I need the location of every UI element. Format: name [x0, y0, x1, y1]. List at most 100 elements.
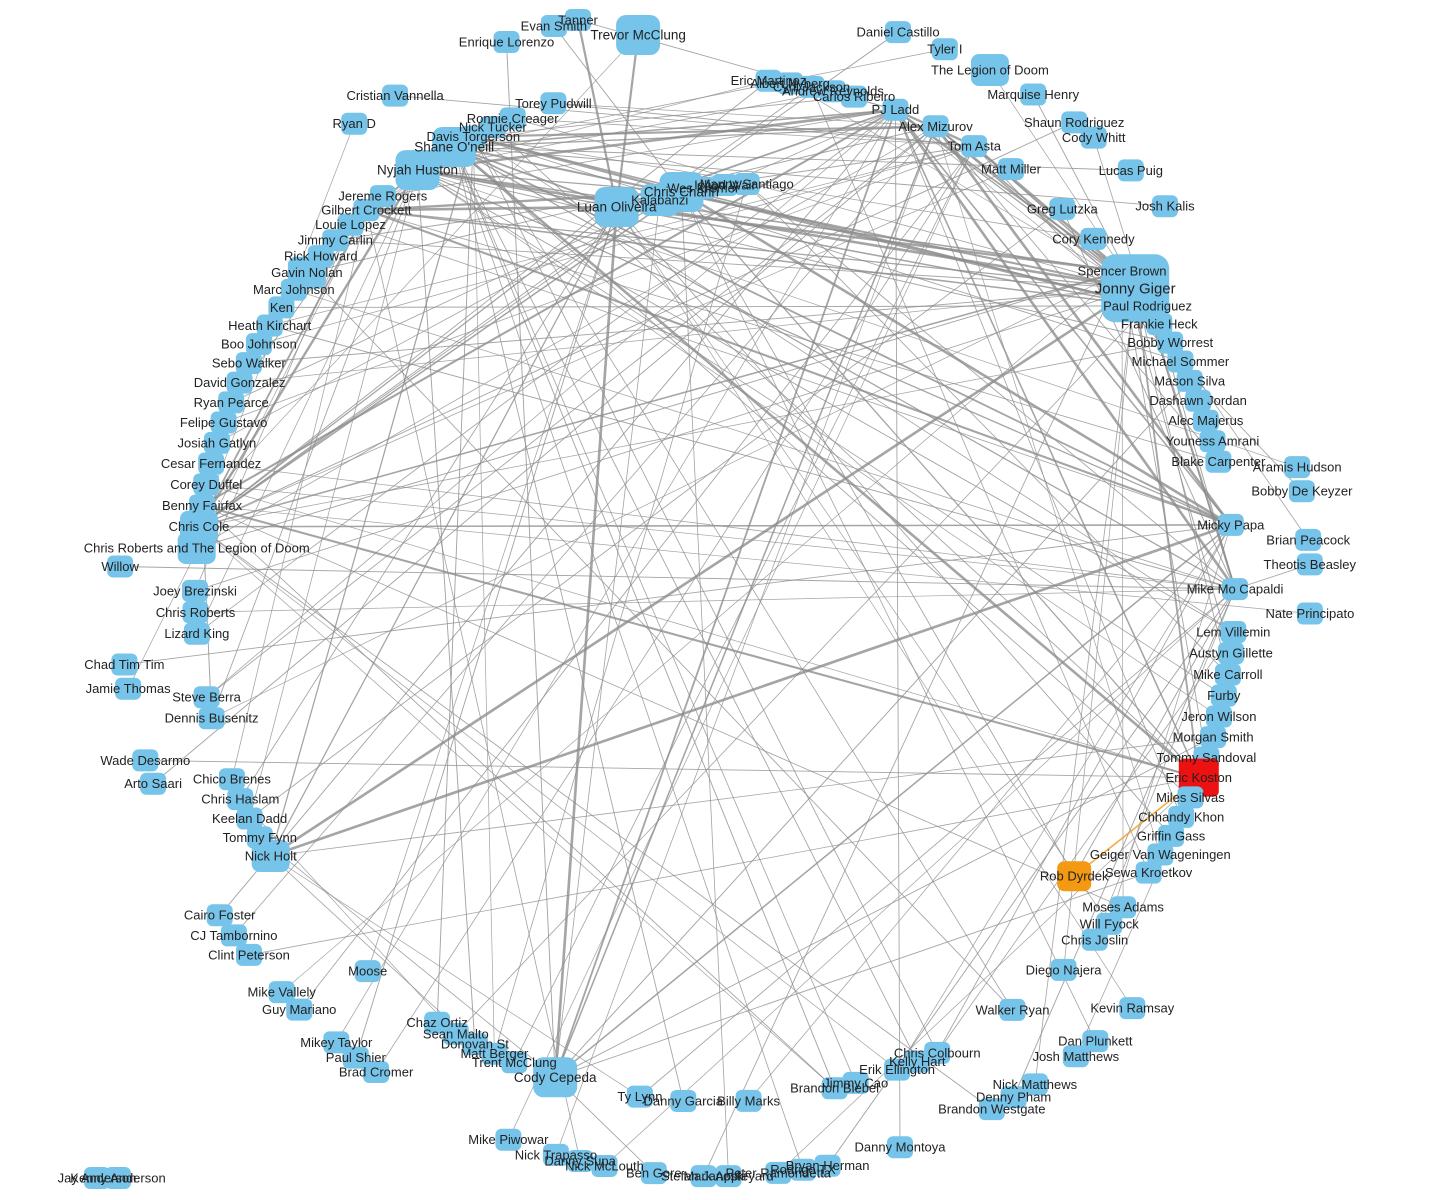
svg-text:Ryan D: Ryan D: [333, 116, 376, 131]
svg-text:Clint Peterson: Clint Peterson: [208, 947, 290, 962]
svg-text:Alex Mizurov: Alex Mizurov: [898, 119, 973, 134]
svg-text:Jimmy Carlin: Jimmy Carlin: [298, 233, 373, 248]
svg-text:Chico Brenes: Chico Brenes: [193, 772, 272, 787]
svg-text:Paul Shier: Paul Shier: [326, 1050, 387, 1065]
svg-text:Walker Ryan: Walker Ryan: [976, 1002, 1050, 1017]
svg-text:Austyn Gillette: Austyn Gillette: [1189, 646, 1273, 661]
svg-text:Cairo Foster: Cairo Foster: [184, 908, 256, 923]
svg-text:Chris Roberts: Chris Roberts: [156, 605, 236, 620]
svg-text:Chad Tim Tim: Chad Tim Tim: [84, 657, 164, 672]
svg-text:Shaun Rodriguez: Shaun Rodriguez: [1024, 115, 1124, 130]
svg-text:Frankie Heck: Frankie Heck: [1121, 316, 1198, 331]
svg-text:Michael Sommer: Michael Sommer: [1132, 354, 1230, 369]
svg-text:Wade Desarmo: Wade Desarmo: [100, 753, 190, 768]
svg-text:Moses Adams: Moses Adams: [1082, 900, 1164, 915]
svg-text:Corey Duffel: Corey Duffel: [170, 477, 242, 492]
svg-text:Cody Whitt: Cody Whitt: [1062, 130, 1126, 145]
svg-text:Sebo Walker: Sebo Walker: [212, 356, 287, 371]
svg-text:Chaz Ortiz: Chaz Ortiz: [406, 1015, 467, 1030]
svg-text:Marc Johnson: Marc Johnson: [253, 282, 335, 297]
svg-text:Geiger Van Wageningen: Geiger Van Wageningen: [1090, 847, 1231, 862]
svg-text:Danny Montoya: Danny Montoya: [854, 1140, 946, 1155]
svg-text:Arto Saari: Arto Saari: [124, 776, 182, 791]
svg-text:Nate Principato: Nate Principato: [1265, 606, 1354, 621]
svg-text:Tommy Fynn: Tommy Fynn: [223, 830, 297, 845]
svg-text:Keelan Dadd: Keelan Dadd: [212, 811, 287, 826]
svg-text:Mikey Taylor: Mikey Taylor: [300, 1035, 373, 1050]
svg-text:Tom Asta: Tom Asta: [947, 139, 1001, 154]
svg-text:David Gonzalez: David Gonzalez: [194, 375, 286, 390]
svg-text:Bobby De Keyzer: Bobby De Keyzer: [1251, 484, 1353, 499]
svg-text:Josh Matthews: Josh Matthews: [1032, 1049, 1119, 1064]
svg-text:Youness Amrani: Youness Amrani: [1166, 434, 1260, 449]
svg-text:Jamie Thomas: Jamie Thomas: [86, 681, 172, 696]
svg-text:Guy Mariano: Guy Mariano: [262, 1002, 336, 1017]
svg-text:Chris Roberts and The Legion o: Chris Roberts and The Legion of Doom: [84, 541, 310, 556]
svg-text:Lem Villemin: Lem Villemin: [1196, 624, 1270, 639]
svg-text:Dennis Busenitz: Dennis Busenitz: [165, 711, 259, 726]
svg-text:Jereme Rogers: Jereme Rogers: [338, 189, 427, 204]
svg-text:Griffin Gass: Griffin Gass: [1137, 828, 1206, 843]
svg-text:Nick Holt: Nick Holt: [245, 848, 297, 863]
svg-text:Ishod Wair: Ishod Wair: [694, 177, 756, 192]
svg-text:Greg Lutzka: Greg Lutzka: [1027, 201, 1099, 216]
svg-text:Daniel Castillo: Daniel Castillo: [856, 25, 939, 40]
svg-text:Will Fyock: Will Fyock: [1080, 916, 1140, 931]
svg-text:Cristian Vannella: Cristian Vannella: [346, 88, 444, 103]
svg-text:The Legion of Doom: The Legion of Doom: [931, 62, 1049, 77]
svg-text:Felipe Gustavo: Felipe Gustavo: [180, 415, 267, 430]
svg-text:Brandon Biebel: Brandon Biebel: [790, 1081, 879, 1096]
svg-text:Brad Cromer: Brad Cromer: [339, 1064, 414, 1079]
svg-text:Theotis Beasley: Theotis Beasley: [1264, 557, 1357, 572]
svg-text:Cody Cepeda: Cody Cepeda: [514, 1070, 597, 1085]
svg-text:Steve Berra: Steve Berra: [172, 690, 241, 705]
svg-text:Miles Silvas: Miles Silvas: [1156, 790, 1225, 805]
svg-text:PJ Ladd: PJ Ladd: [872, 102, 920, 117]
svg-text:Cesar Fernandez: Cesar Fernandez: [161, 456, 261, 471]
svg-text:Aramis Hudson: Aramis Hudson: [1253, 460, 1342, 475]
svg-text:Torey Pudwill: Torey Pudwill: [515, 96, 592, 111]
svg-text:Mike Carroll: Mike Carroll: [1193, 667, 1262, 682]
svg-text:Willow: Willow: [101, 559, 139, 574]
svg-text:Mike Vallely: Mike Vallely: [248, 985, 317, 1000]
svg-text:Paul Rodriguez: Paul Rodriguez: [1103, 298, 1192, 313]
svg-text:Mike Piwowar: Mike Piwowar: [468, 1132, 549, 1147]
svg-text:Brian Peacock: Brian Peacock: [1266, 532, 1350, 547]
svg-text:Gavin Nolan: Gavin Nolan: [271, 265, 343, 280]
svg-text:Dan Plunkett: Dan Plunkett: [1058, 1034, 1133, 1049]
svg-text:Sewa Kroetkov: Sewa Kroetkov: [1105, 865, 1193, 880]
svg-text:Cory Kennedy: Cory Kennedy: [1052, 231, 1135, 246]
svg-text:Jonny Giger: Jonny Giger: [1095, 280, 1176, 297]
svg-text:Kevin Ramsay: Kevin Ramsay: [1090, 1001, 1174, 1016]
svg-text:Gilbert Crockett: Gilbert Crockett: [321, 203, 412, 218]
svg-text:Mason Silva: Mason Silva: [1154, 373, 1226, 388]
svg-text:Matt Miller: Matt Miller: [981, 162, 1042, 177]
svg-text:Ken: Ken: [270, 300, 293, 315]
svg-text:Tyler I: Tyler I: [927, 42, 962, 57]
svg-text:Heath Kirchart: Heath Kirchart: [228, 318, 311, 333]
svg-text:Trevor McClung: Trevor McClung: [590, 28, 686, 43]
svg-text:Dashawn Jordan: Dashawn Jordan: [1149, 393, 1247, 408]
svg-text:Chris Joslin: Chris Joslin: [1061, 932, 1128, 947]
svg-text:Eric Koston: Eric Koston: [1166, 770, 1232, 785]
svg-text:Rob Dyrdek: Rob Dyrdek: [1040, 869, 1109, 884]
svg-text:Joey Brezinski: Joey Brezinski: [153, 583, 237, 598]
svg-text:Billy Marks: Billy Marks: [717, 1093, 780, 1108]
svg-text:Brandon Westgate: Brandon Westgate: [938, 1102, 1045, 1117]
svg-text:Benny Fairfax: Benny Fairfax: [162, 498, 243, 513]
svg-text:Nick Trapasso: Nick Trapasso: [515, 1147, 597, 1162]
svg-text:Enrique Lorenzo: Enrique Lorenzo: [459, 34, 554, 49]
svg-text:Nyjah Huston: Nyjah Huston: [377, 163, 458, 178]
svg-text:Chris Cole: Chris Cole: [169, 519, 230, 534]
svg-text:Rick Howard: Rick Howard: [284, 249, 358, 264]
svg-text:Bobby Worrest: Bobby Worrest: [1127, 335, 1213, 350]
svg-text:Jay Anderson: Jay Anderson: [58, 1170, 137, 1185]
svg-text:Josiah Gatlyn: Josiah Gatlyn: [178, 435, 257, 450]
svg-text:Alec Majerus: Alec Majerus: [1168, 413, 1244, 428]
svg-text:Louie Lopez: Louie Lopez: [315, 217, 386, 232]
svg-text:Josh Kalis: Josh Kalis: [1135, 199, 1195, 214]
svg-text:Marquise Henry: Marquise Henry: [987, 87, 1079, 102]
svg-text:Ty Lynn: Ty Lynn: [617, 1089, 662, 1104]
svg-text:Mike Mo Capaldi: Mike Mo Capaldi: [1187, 582, 1284, 597]
svg-text:Chris Haslam: Chris Haslam: [201, 792, 279, 807]
